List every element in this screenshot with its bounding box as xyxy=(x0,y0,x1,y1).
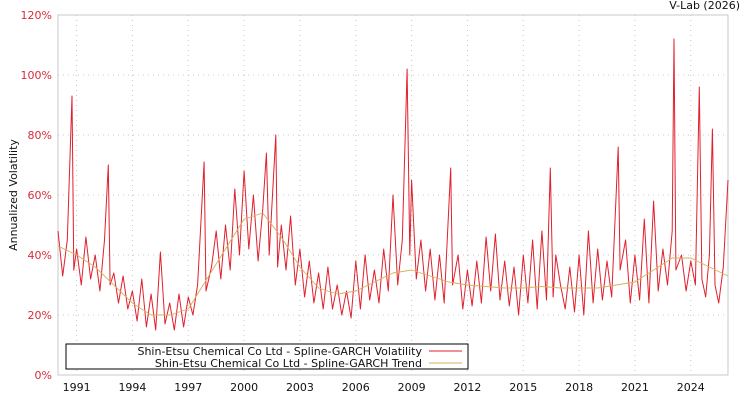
legend-box xyxy=(65,343,469,370)
y-tick-label: 20% xyxy=(28,309,52,322)
x-tick-label: 2015 xyxy=(509,381,537,394)
x-tick-label: 1991 xyxy=(63,381,91,394)
x-tick-label: 2018 xyxy=(565,381,593,394)
series-lines xyxy=(57,38,729,331)
y-tick-label: 60% xyxy=(28,189,52,202)
x-axis: 1991 1994 1997 2000 2003 2006 2009 2012 2015 2018… xyxy=(63,381,705,394)
volatility-line xyxy=(57,38,729,331)
x-tick-label: 2000 xyxy=(230,381,258,394)
x-tick-label: 2021 xyxy=(621,381,649,394)
y-tick-label: 100% xyxy=(21,69,52,82)
trend-line xyxy=(57,212,729,316)
x-tick-label: 2009 xyxy=(398,381,426,394)
y-tick-label: 120% xyxy=(21,9,52,22)
y-axis: 0% 20% 40% 60% 80% 100% 120% xyxy=(21,9,52,382)
x-tick-label: 2006 xyxy=(342,381,370,394)
y-tick-label: 40% xyxy=(28,249,52,262)
x-tick-label: 1994 xyxy=(118,381,146,394)
y-axis-label: Annualized Volatility xyxy=(7,139,20,251)
y-tick-label: 80% xyxy=(28,129,52,142)
y-tick-label: 0% xyxy=(35,369,52,382)
legend-label-trend: Shin-Etsu Chemical Co Ltd - Spline-GARCH… xyxy=(155,357,422,370)
x-tick-label: 2003 xyxy=(286,381,314,394)
x-tick-label: 2024 xyxy=(677,381,705,394)
x-tick-label: 1997 xyxy=(174,381,202,394)
source-label: V-Lab (2026) xyxy=(669,0,740,12)
x-tick-label: 2012 xyxy=(453,381,481,394)
legend: Shin-Etsu Chemical Co Ltd - Spline-GARCH… xyxy=(65,343,469,370)
legend-label-volatility: Shin-Etsu Chemical Co Ltd - Spline-GARCH… xyxy=(137,345,422,358)
